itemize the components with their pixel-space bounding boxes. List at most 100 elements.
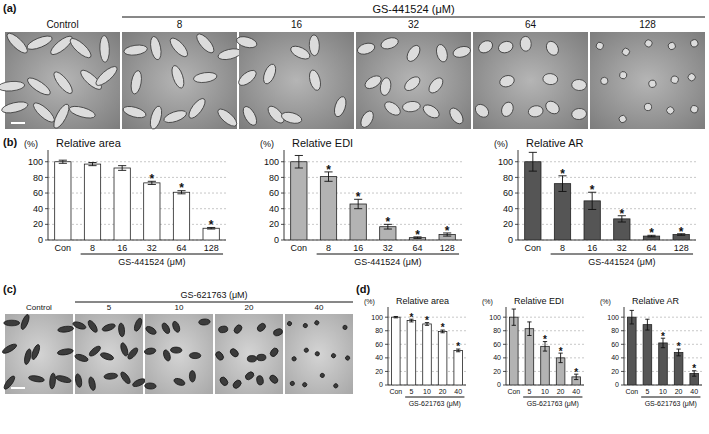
tick-label: 40 <box>503 204 513 214</box>
bar <box>659 343 668 385</box>
significance: * <box>574 367 578 378</box>
cell <box>145 325 158 336</box>
cell <box>68 104 96 120</box>
tick-label: 60 <box>269 188 279 198</box>
panel-label: (c) <box>3 283 17 295</box>
cell <box>520 36 532 51</box>
cell <box>303 323 308 328</box>
tick-label: 40 <box>33 204 43 214</box>
cell <box>269 347 280 358</box>
y-axis <box>506 307 507 385</box>
image-bg <box>473 32 588 129</box>
image-label: 8 <box>177 19 183 30</box>
category-label: Con <box>525 243 542 253</box>
category-label: 64 <box>412 243 422 253</box>
cell <box>402 74 422 93</box>
cell <box>28 375 45 383</box>
chart-title: Relative EDI <box>292 137 353 149</box>
treatment-label: GS-621763 (μM) <box>180 290 247 300</box>
cell <box>4 320 20 326</box>
y-unit: (%) <box>364 298 375 306</box>
bar <box>674 352 683 385</box>
micrograph <box>214 314 283 394</box>
cell <box>219 376 230 387</box>
cell <box>171 320 181 333</box>
cell <box>309 35 320 56</box>
significance: * <box>590 183 595 197</box>
cell <box>122 104 147 120</box>
bar <box>454 350 463 385</box>
treatment-label: GS-441524 (μM) <box>372 3 454 15</box>
cell <box>1 100 29 115</box>
error-bar <box>527 322 531 336</box>
tick-label: 100 <box>607 314 619 321</box>
tick-label: 0 <box>274 235 279 245</box>
bar <box>173 192 189 240</box>
cell <box>48 33 75 57</box>
cell <box>345 355 351 361</box>
grid-line <box>518 240 696 241</box>
category-label: 20 <box>439 388 447 395</box>
significance: * <box>149 172 154 186</box>
cell <box>426 75 445 95</box>
cell <box>189 353 201 359</box>
image-bg <box>145 314 213 394</box>
cell <box>119 342 129 357</box>
significance: * <box>679 225 684 239</box>
cell <box>382 99 402 118</box>
bar <box>144 183 160 240</box>
error-bar <box>394 316 398 317</box>
cell <box>240 104 259 127</box>
tick-label: 100 <box>371 314 383 321</box>
cell <box>215 106 239 129</box>
cell <box>161 322 172 335</box>
category-label: Con <box>55 243 72 253</box>
micrograph <box>144 314 213 394</box>
cell <box>452 45 472 59</box>
cell <box>145 383 157 390</box>
chart-title: Relative area <box>396 296 449 306</box>
plot-area <box>525 152 690 240</box>
tick-label: 0 <box>615 381 619 388</box>
cell <box>621 47 631 57</box>
cell <box>595 41 605 51</box>
y-axis <box>624 307 625 385</box>
significance: * <box>649 226 654 240</box>
category-label: 20 <box>675 388 683 395</box>
error-bar <box>645 319 649 330</box>
y-unit: (%) <box>260 139 274 149</box>
panel-label: (a) <box>3 2 17 14</box>
micrograph <box>235 32 354 129</box>
cell <box>473 102 491 120</box>
cell <box>88 376 97 391</box>
tick-label: 40 <box>375 354 383 361</box>
cell <box>25 75 52 98</box>
category-label: 128 <box>674 243 689 253</box>
cell <box>67 36 93 61</box>
cell <box>244 370 255 381</box>
bar <box>407 321 416 385</box>
significance: * <box>543 334 547 345</box>
bar <box>614 219 630 240</box>
cell <box>289 44 312 62</box>
cell <box>23 348 32 365</box>
cell <box>261 62 278 85</box>
image-bg <box>590 32 705 129</box>
image-bg <box>215 314 283 394</box>
plot-area <box>392 316 463 385</box>
x-label: GS-441524 (μM) <box>354 257 421 267</box>
bar <box>525 162 541 240</box>
grid-line <box>48 240 226 241</box>
significance: * <box>456 341 460 352</box>
tick-label: 80 <box>503 173 513 183</box>
image-label: 16 <box>291 19 303 30</box>
cell <box>144 347 156 355</box>
grid-line <box>518 161 696 162</box>
cell <box>358 109 376 130</box>
category-label: 8 <box>560 243 565 253</box>
cell <box>25 33 53 52</box>
bar <box>643 325 652 385</box>
tick-label: 80 <box>375 327 383 334</box>
image-label: 20 <box>245 303 254 312</box>
significance: * <box>441 322 445 333</box>
